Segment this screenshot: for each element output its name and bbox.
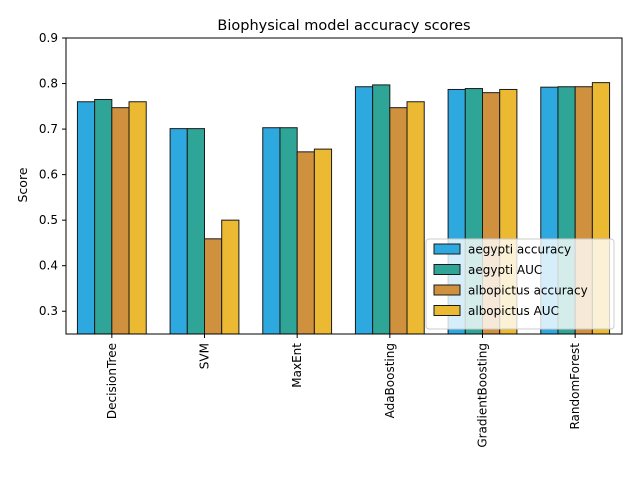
- bar-albopictus-accuracy-MaxEnt: [296, 151, 315, 335]
- bar-aegypti-AUC-MaxEnt: [279, 127, 298, 335]
- y-tick-label: 0.7: [39, 122, 58, 136]
- x-tick-label: RandomForest: [568, 343, 582, 430]
- bar-albopictus-AUC-MaxEnt: [313, 148, 333, 335]
- x-tick-label: DecisionTree: [105, 343, 119, 419]
- y-tick-label: 0.8: [39, 77, 58, 91]
- bar-albopictus-AUC-SVM: [221, 219, 240, 335]
- bar-aegypti-accuracy-MaxEnt: [262, 127, 281, 335]
- bar-albopictus-AUC-DecisionTree: [128, 101, 147, 335]
- legend-label: albopictus AUC: [468, 304, 559, 318]
- bar-albopictus-accuracy-SVM: [204, 238, 223, 335]
- chart-title: Biophysical model accuracy scores: [217, 18, 470, 34]
- bar-aegypti-accuracy-AdaBoosting: [354, 86, 374, 335]
- y-axis: 0.3 0.4 0.5 0.6 0.7 0.8 0.9: [39, 31, 66, 318]
- plot-frame: [65, 37, 623, 335]
- bar-aegypti-AUC-SVM: [186, 128, 206, 335]
- y-tick-label: 0.6: [39, 168, 58, 182]
- legend-swatch-aegypti-accuracy: [433, 243, 461, 255]
- y-tick-label: 0.9: [39, 31, 58, 45]
- legend: aegypti accuracy aegypti AUC albopictus ac…: [425, 238, 615, 330]
- bar-aegypti-AUC-AdaBoosting: [372, 84, 391, 335]
- bar-albopictus-accuracy-DecisionTree: [111, 107, 130, 335]
- legend-swatch-albopictus-accuracy: [433, 284, 461, 296]
- bar-aegypti-accuracy-SVM: [169, 128, 188, 335]
- legend-label: aegypti accuracy: [468, 243, 571, 257]
- y-tick-label: 0.4: [39, 259, 58, 273]
- bar-albopictus-accuracy-AdaBoosting: [389, 107, 408, 335]
- x-tick-label: SVM: [198, 343, 212, 369]
- legend-box: [425, 238, 615, 330]
- y-axis-label: Score: [15, 167, 30, 202]
- bar-aegypti-AUC-DecisionTree: [94, 98, 113, 335]
- bar-albopictus-AUC-AdaBoosting: [406, 101, 425, 335]
- legend-label: albopictus accuracy: [468, 284, 588, 298]
- legend-swatch-aegypti-AUC: [433, 264, 461, 275]
- legend-label: aegypti AUC: [468, 263, 542, 277]
- bar-aegypti-accuracy-DecisionTree: [76, 101, 96, 335]
- y-tick-label: 0.5: [39, 213, 58, 227]
- x-axis: DecisionTree SVM MaxEnt AdaBoosting Gradient…: [105, 334, 582, 448]
- x-tick-label: GradientBoosting: [476, 343, 490, 448]
- y-tick-label: 0.3: [39, 304, 58, 318]
- x-tick-label: AdaBoosting: [383, 343, 397, 418]
- x-tick-label: MaxEnt: [290, 343, 304, 388]
- legend-swatch-albopictus-AUC: [433, 305, 461, 316]
